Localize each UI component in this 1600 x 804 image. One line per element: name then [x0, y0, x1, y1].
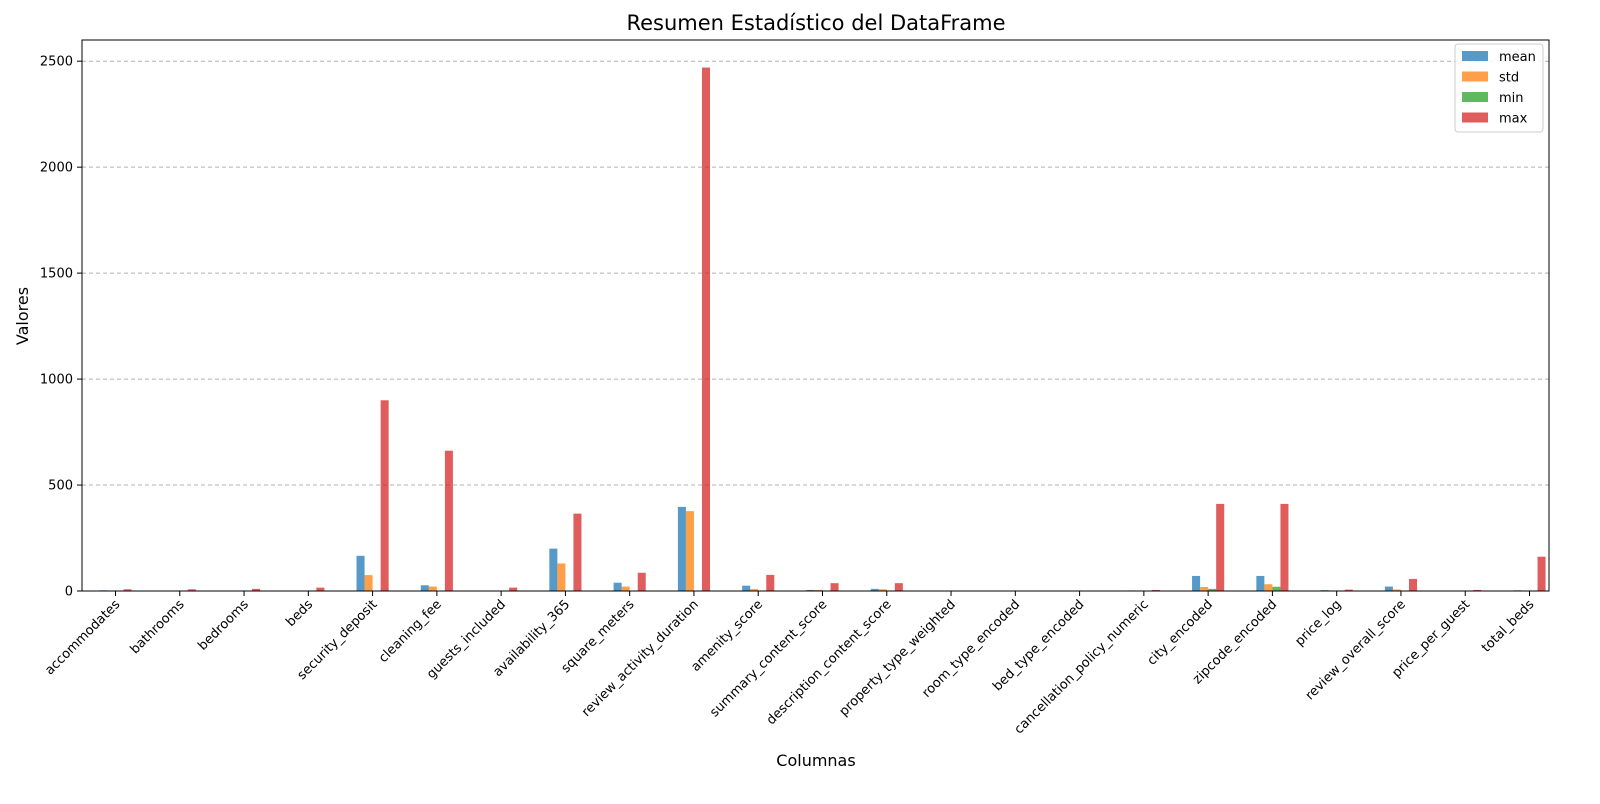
x-tick-label: bathrooms — [128, 597, 188, 657]
x-tick-label: cleaning_fee — [376, 597, 445, 666]
bar-std — [1200, 587, 1208, 591]
bar-max — [445, 451, 453, 591]
legend-swatch-mean — [1462, 51, 1488, 61]
x-tick-label: summary_content_score — [707, 597, 830, 720]
chart-title: Resumen Estadístico del DataFrame — [626, 11, 1005, 35]
y-tick-label: 1000 — [40, 373, 73, 388]
bar-max — [638, 573, 646, 591]
x-tick-label: total_beds — [1479, 597, 1537, 655]
legend-swatch-max — [1462, 113, 1488, 123]
bar-max — [766, 575, 774, 591]
grid-lines — [82, 61, 1549, 485]
legend-label-std: std — [1499, 71, 1519, 86]
x-tick-label: price_log — [1292, 597, 1344, 649]
bar-max — [509, 588, 517, 591]
bar-std — [622, 587, 630, 591]
bar-mean — [421, 585, 429, 591]
bar-max — [1538, 557, 1546, 591]
y-tick-label: 500 — [48, 479, 73, 494]
legend-label-min: min — [1499, 91, 1524, 106]
x-tick-label: beds — [283, 597, 316, 630]
bar-max — [1280, 504, 1288, 591]
y-tick-label: 0 — [65, 585, 73, 600]
bar-std — [429, 587, 437, 591]
x-axis-title: Columnas — [776, 751, 855, 770]
bar-mean — [1385, 587, 1393, 591]
x-tick-label: review_activity_duration — [579, 597, 702, 720]
legend-swatch-std — [1462, 72, 1488, 82]
plot-frame — [82, 40, 1549, 591]
bar-mean — [678, 507, 686, 591]
y-axis-ticks: 0 500 1000 1500 2000 2500 — [40, 55, 82, 600]
bars — [99, 68, 1545, 591]
y-axis-title: Valores — [13, 287, 32, 345]
bar-max — [316, 588, 324, 591]
bar-max — [381, 400, 389, 591]
bar-max — [1216, 504, 1224, 591]
legend-swatch-min — [1462, 92, 1488, 102]
y-tick-label: 2500 — [40, 55, 73, 70]
x-tick-label: bedrooms — [195, 597, 252, 654]
bar-mean — [1192, 576, 1200, 591]
bar-max — [1409, 579, 1417, 591]
bar-max — [702, 68, 710, 591]
bar-std — [686, 511, 694, 591]
y-tick-label: 1500 — [40, 267, 73, 282]
x-tick-label: accommodates — [42, 597, 123, 678]
bar-mean — [357, 556, 365, 591]
bar-max — [895, 583, 903, 591]
bar-std — [1264, 584, 1272, 591]
bar-max — [573, 514, 581, 591]
x-tick-label: description_content_score — [764, 597, 895, 728]
bar-mean — [614, 583, 622, 591]
bar-std — [557, 563, 565, 591]
x-tick-label: property_type_weighted — [837, 597, 959, 719]
x-tick-label: city_encoded — [1145, 597, 1216, 668]
legend: mean std min max — [1455, 44, 1543, 132]
y-tick-label: 2000 — [40, 161, 73, 176]
bar-min — [1272, 587, 1280, 591]
x-tick-label: cancellation_policy_numeric — [1012, 597, 1152, 737]
bar-std — [365, 575, 373, 591]
bar-mean — [1256, 576, 1264, 591]
legend-label-mean: mean — [1499, 50, 1536, 65]
legend-label-max: max — [1499, 112, 1528, 127]
bar-mean — [549, 549, 557, 591]
bar-max — [831, 583, 839, 591]
bar-mean — [742, 586, 750, 591]
